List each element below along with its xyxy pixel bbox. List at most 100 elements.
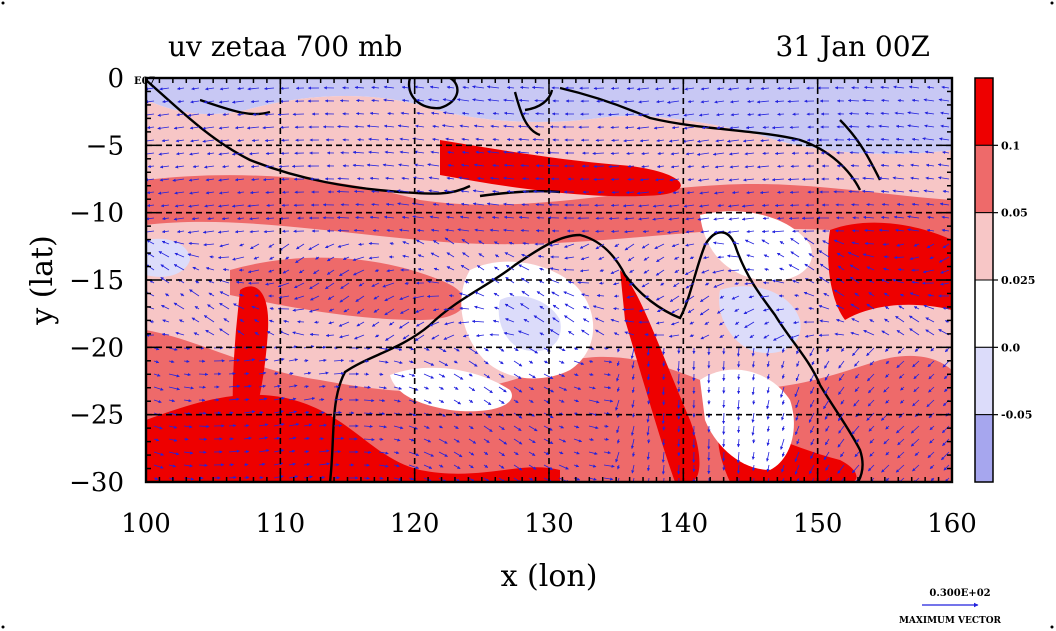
wind-vector <box>222 112 230 117</box>
wind-vector <box>448 294 455 298</box>
wind-vector <box>521 290 530 297</box>
wind-vector <box>461 150 470 154</box>
wind-vector <box>717 203 725 208</box>
wind-vector <box>194 305 200 310</box>
wind-vector <box>328 308 335 312</box>
wind-vector <box>892 176 905 180</box>
wind-vector <box>613 307 620 311</box>
wind-vector <box>205 191 215 195</box>
wind-vector <box>716 126 725 130</box>
wind-vector <box>368 256 380 260</box>
wind-vector <box>280 125 290 129</box>
wind-vector <box>623 139 635 143</box>
wind-vector <box>146 139 155 143</box>
wind-vector <box>684 295 695 303</box>
x-tick-label-4: 140 <box>659 509 709 539</box>
wind-vector <box>219 139 230 143</box>
wind-vector <box>776 252 785 258</box>
wind-vector <box>277 112 290 117</box>
wind-vector <box>296 243 305 250</box>
wind-vector <box>579 269 590 273</box>
wind-vector <box>908 85 920 89</box>
wind-vector <box>684 87 695 91</box>
wind-vector <box>254 294 260 298</box>
wind-vector <box>624 112 635 117</box>
colorbar-tick-label-1: 0.05 <box>1001 207 1028 220</box>
wind-vector <box>907 124 920 128</box>
colorbar-swatch-0 <box>974 77 994 146</box>
wind-vector <box>472 189 485 193</box>
wind-vector <box>701 165 710 169</box>
wind-vector <box>849 276 860 284</box>
wind-vector <box>363 450 372 454</box>
wind-vector <box>308 243 320 251</box>
wind-vector <box>520 163 530 168</box>
wind-vector <box>748 295 755 299</box>
wind-vector <box>761 203 770 207</box>
wind-vector <box>203 315 215 323</box>
wind-vector <box>358 282 365 287</box>
wind-vector <box>833 239 845 245</box>
wind-vector <box>218 100 230 104</box>
wind-vector <box>262 126 275 130</box>
wind-vector <box>443 189 455 193</box>
wind-vector <box>358 242 365 246</box>
wind-vector <box>624 230 635 234</box>
wind-vector <box>671 126 680 130</box>
wind-vector <box>671 87 680 91</box>
wind-vector <box>881 202 890 207</box>
wind-vector <box>352 163 365 167</box>
wind-vector <box>472 202 485 206</box>
wind-vector <box>726 254 740 258</box>
wind-vector <box>389 242 395 246</box>
wind-vector <box>285 256 290 260</box>
wind-vector <box>670 165 680 169</box>
wind-vector <box>444 237 455 245</box>
wind-vector <box>537 254 545 259</box>
wind-vector <box>818 250 830 258</box>
wind-vector <box>727 269 740 273</box>
wind-vector <box>416 111 425 115</box>
colorbar: 0.1 0.05 0.025 0.0 -0.05 <box>974 77 1035 483</box>
wind-vector <box>892 278 905 284</box>
wind-vector <box>654 243 665 250</box>
wind-vector <box>652 204 665 208</box>
wind-vector <box>713 282 725 288</box>
wind-vector <box>433 267 440 271</box>
wind-vector <box>593 164 605 168</box>
wind-vector <box>727 139 740 143</box>
wind-vector <box>683 126 695 130</box>
colorbar-tick-label-3: 0.0 <box>1001 341 1020 354</box>
wind-vector <box>656 100 665 104</box>
wind-vector <box>159 178 170 182</box>
wind-vector <box>187 230 200 234</box>
shade-blue-1 <box>498 296 561 352</box>
wind-vector <box>685 152 695 156</box>
wind-vector <box>337 124 350 129</box>
wind-vector <box>249 217 260 221</box>
wind-vector <box>610 229 620 233</box>
wind-vector <box>638 113 650 117</box>
wind-vector <box>371 98 380 103</box>
wind-vector <box>309 308 320 313</box>
wind-vector <box>926 202 935 206</box>
y-tick-label-6: −30 <box>69 468 124 498</box>
wind-vector <box>387 111 395 116</box>
wind-vector <box>757 113 770 117</box>
wind-vector <box>399 150 410 154</box>
wind-vector <box>667 230 680 234</box>
wind-vector <box>340 282 350 290</box>
wind-vector <box>415 308 425 313</box>
x-axis-label: x (lon) <box>501 559 598 594</box>
wind-vector <box>643 256 650 261</box>
wind-vector <box>219 291 230 297</box>
wind-vector <box>478 253 485 258</box>
wind-vector <box>172 178 185 182</box>
wind-vector <box>429 215 440 219</box>
wind-vector <box>927 215 935 220</box>
wind-vector <box>940 124 950 128</box>
wind-vector <box>494 266 500 271</box>
wind-vector <box>397 124 410 128</box>
wind-vector <box>687 99 695 104</box>
wind-vector <box>696 152 710 156</box>
